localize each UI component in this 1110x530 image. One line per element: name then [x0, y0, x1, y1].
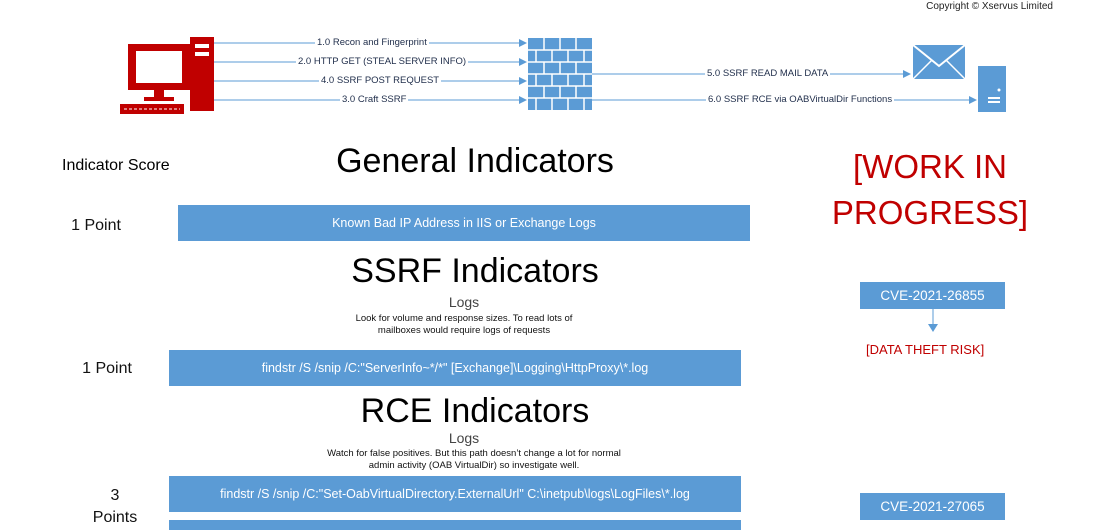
data-theft-risk-label: [DATA THEFT RISK] — [866, 342, 985, 357]
firewall-icon — [528, 38, 592, 110]
rce-note: Watch for false positives. But this path… — [249, 448, 699, 472]
ssrf-note-line-1: Look for volume and response sizes. To r… — [355, 313, 573, 324]
rce-score-number: 3 — [110, 487, 120, 504]
cve-1-text: CVE-2021-26855 — [880, 288, 985, 303]
rce-logs-label: Logs — [448, 430, 480, 446]
next-indicator-bar-partial — [169, 520, 741, 530]
wip-line-2: PROGRESS] — [831, 194, 1029, 231]
ssrf-indicator-bar: findstr /S /snip /C:"ServerInfo~*/*" [Ex… — [169, 350, 741, 386]
ssrf-indicator-text: findstr /S /snip /C:"ServerInfo~*/*" [Ex… — [261, 361, 649, 375]
cve-2021-26855-badge: CVE-2021-26855 — [860, 282, 1005, 309]
attacker-arrows — [214, 39, 527, 104]
arrow-label-craft-ssrf: 3.0 Craft SSRF — [340, 94, 409, 105]
arrow-label-rce: 6.0 SSRF RCE via OABVirtualDir Functions — [706, 94, 895, 105]
general-indicators-title: General Indicators — [336, 142, 614, 180]
work-in-progress-note: [WORK IN PROGRESS] — [810, 144, 1050, 236]
arrow-label-read-mail: 5.0 SSRF READ MAIL DATA — [705, 68, 831, 79]
rce-score-unit: Points — [92, 509, 138, 526]
arrow-label-ssrf-post: 4.0 SSRF POST REQUEST — [319, 75, 442, 86]
rce-note-line-2: admin activity (OAB VirtualDir) so inves… — [368, 460, 580, 471]
wip-line-1: [WORK IN — [853, 148, 1007, 185]
rce-indicator-bar: findstr /S /snip /C:"Set-OabVirtualDirec… — [169, 476, 741, 512]
rce-score: 3 Points — [75, 485, 155, 529]
attack-flow-diagram — [120, 37, 1006, 114]
rce-indicator-text: findstr /S /snip /C:"Set-OabVirtualDirec… — [220, 487, 690, 501]
ssrf-score: 1 Point — [82, 360, 132, 377]
arrow-label-recon: 1.0 Recon and Fingerprint — [315, 37, 429, 48]
ssrf-note: Look for volume and response sizes. To r… — [254, 313, 674, 337]
cve-down-arrow-icon — [928, 309, 938, 332]
copyright-text: Copyright © Xservus Limited — [926, 1, 1053, 12]
ssrf-indicators-title: SSRF Indicators — [351, 252, 599, 290]
ssrf-note-line-2: mailboxes would require logs of requests — [377, 325, 551, 336]
cve-2-text: CVE-2021-27065 — [880, 499, 985, 514]
general-score: 1 Point — [71, 217, 121, 234]
indicator-score-heading: Indicator Score — [62, 157, 170, 174]
general-indicator-bar: Known Bad IP Address in IIS or Exchange … — [178, 205, 750, 241]
attacker-computer-icon — [120, 37, 214, 114]
rce-indicators-title: RCE Indicators — [360, 392, 590, 430]
mail-envelope-icon — [912, 44, 966, 80]
arrow-label-http-get: 2.0 HTTP GET (STEAL SERVER INFO) — [296, 56, 469, 67]
cve-2021-27065-badge: CVE-2021-27065 — [860, 493, 1005, 520]
ssrf-logs-label: Logs — [448, 294, 480, 310]
general-indicator-text: Known Bad IP Address in IIS or Exchange … — [332, 216, 596, 230]
rce-note-line-1: Watch for false positives. But this path… — [327, 448, 621, 459]
exchange-server-icon — [978, 66, 1006, 112]
